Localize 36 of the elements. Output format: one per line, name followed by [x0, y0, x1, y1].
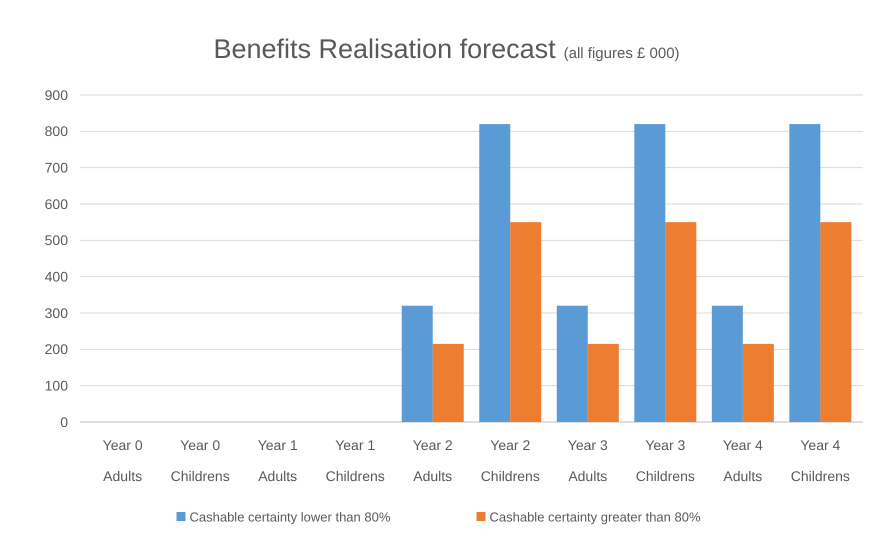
bar — [479, 124, 510, 422]
x-tick-label: Year 3 Childrens — [636, 437, 695, 484]
bar — [556, 306, 588, 422]
y-tick-label: 800 — [44, 123, 68, 140]
bar — [432, 344, 464, 422]
bar — [634, 124, 666, 422]
y-tick-label: 600 — [44, 196, 68, 212]
x-tick-label: Year 4 Adults — [722, 437, 764, 484]
y-tick-label: 200 — [44, 341, 68, 358]
x-tick-label: Year 1 Adults — [258, 437, 298, 484]
y-tick-label: 500 — [44, 232, 68, 248]
bar — [588, 344, 619, 422]
legend-label: Cashable certainty greater than 80% — [490, 510, 701, 525]
y-tick-label: 400 — [44, 268, 68, 285]
legend-label: Cashable certainty lower than 80% — [190, 510, 391, 525]
x-tick-label: Year 1 Childrens — [326, 437, 385, 484]
chart-title: Benefits Realisation forecast — [213, 34, 556, 64]
y-tick-label: 0 — [60, 414, 68, 430]
x-tick-label: Year 0 Adults — [102, 437, 143, 484]
y-tick-label: 300 — [44, 304, 68, 321]
bar — [665, 222, 696, 422]
y-tick-label: 100 — [44, 378, 68, 394]
y-tick-label: 900 — [44, 86, 68, 103]
x-tick-label: Year 3 Adults — [568, 437, 608, 484]
bar — [402, 306, 433, 422]
x-tick-label: Year 4 Childrens — [790, 437, 850, 484]
bar — [820, 222, 852, 422]
bar — [510, 222, 542, 422]
y-tick-label: 700 — [44, 160, 68, 176]
x-tick-label: Year 0 Childrens — [170, 437, 230, 484]
x-tick-label: Year 2 Adults — [412, 437, 453, 484]
bar — [742, 344, 774, 422]
x-tick-label: Year 2 Childrens — [480, 437, 540, 484]
bar — [712, 306, 743, 422]
chart-subtitle: (all figures £ 000) — [564, 45, 680, 62]
bar — [789, 124, 820, 422]
